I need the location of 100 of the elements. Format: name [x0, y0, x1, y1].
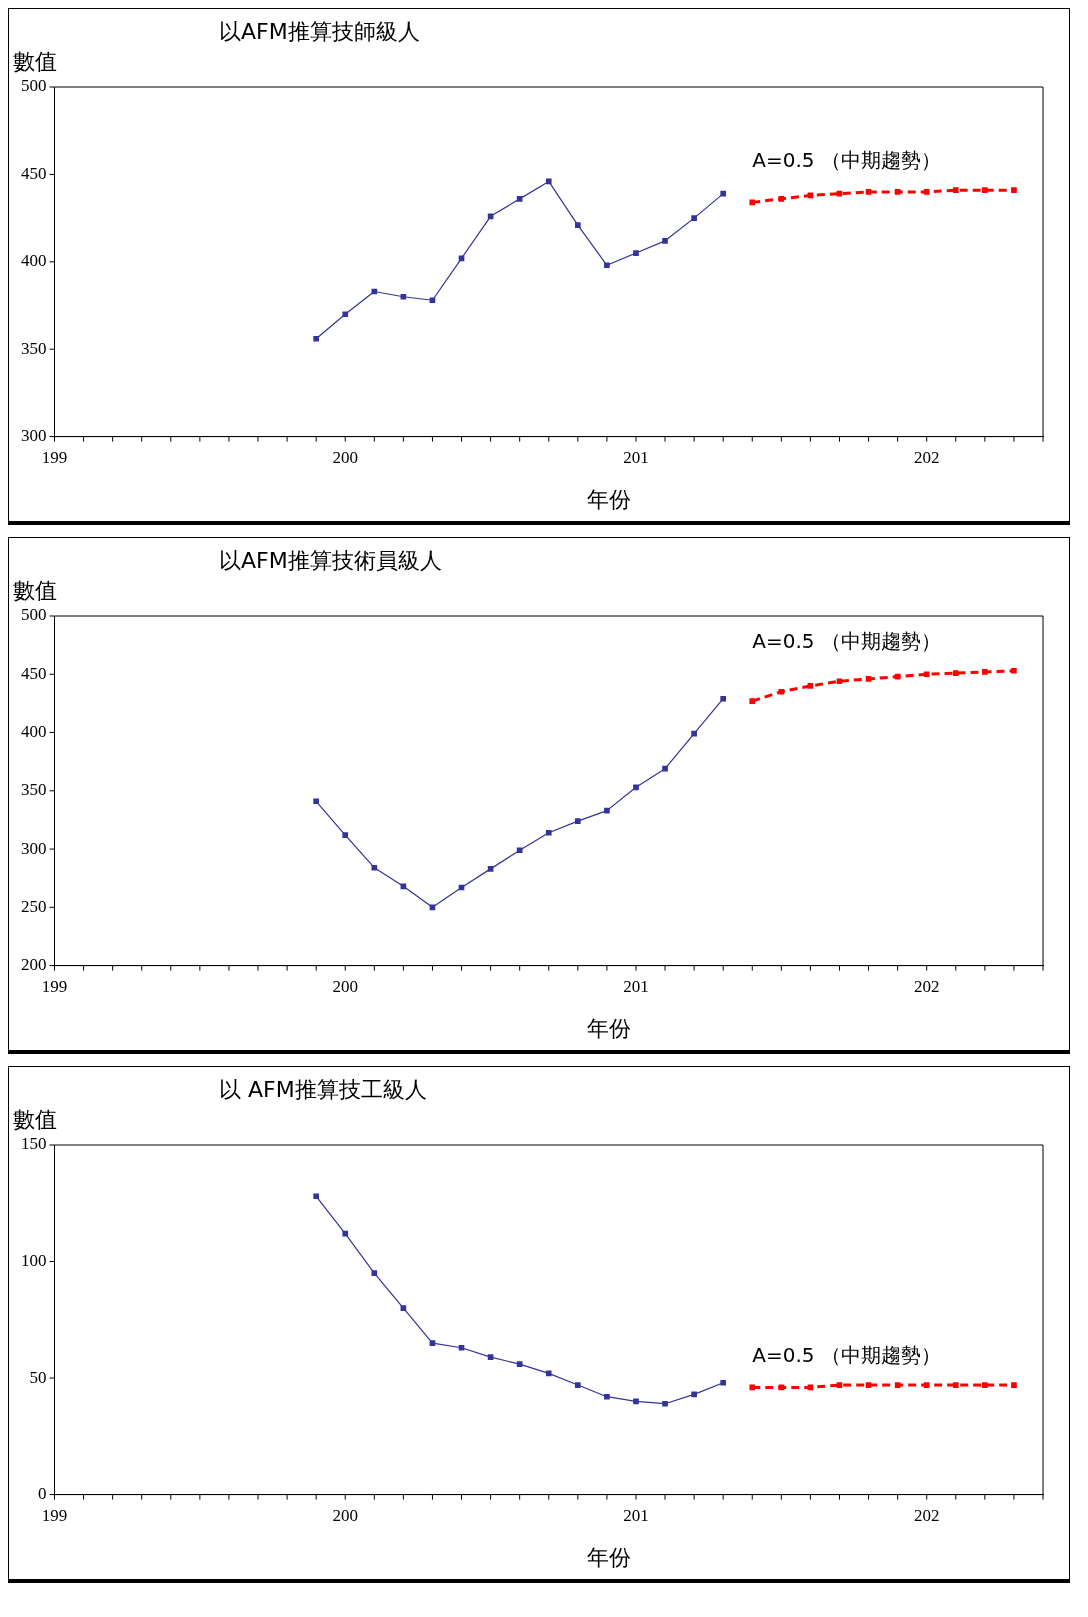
x-tick-label: 199	[41, 448, 68, 468]
point	[1011, 667, 1017, 674]
point	[865, 1382, 872, 1388]
point	[575, 818, 581, 824]
point	[1011, 187, 1017, 193]
point	[575, 1382, 581, 1388]
y-tick-label: 500	[21, 76, 47, 96]
point	[429, 1340, 436, 1346]
point	[371, 288, 378, 295]
point	[342, 311, 349, 318]
point	[923, 189, 930, 195]
point	[982, 669, 988, 675]
point	[487, 866, 494, 872]
y-tick-label: 50	[29, 1367, 47, 1387]
point	[487, 1354, 494, 1360]
point	[662, 765, 668, 772]
point	[458, 1344, 465, 1351]
x-tick-label: 201	[623, 448, 649, 468]
point	[952, 1382, 959, 1388]
point	[894, 1382, 901, 1388]
point	[342, 1230, 349, 1237]
x-axis-title: 年份	[586, 486, 631, 512]
point	[633, 250, 639, 256]
y-tick-label: 100	[21, 1251, 47, 1270]
point	[982, 1382, 988, 1388]
x-tick-label: 201	[623, 1506, 649, 1526]
x-axis-title: 年份	[586, 1015, 631, 1041]
point	[371, 864, 378, 871]
y-axis-title: 數值	[13, 49, 57, 74]
point	[691, 730, 697, 737]
chart-title: 以AFM推算技師級人	[219, 19, 420, 44]
y-tick-label: 500	[21, 605, 47, 625]
point	[633, 784, 639, 791]
point	[952, 670, 959, 676]
point	[691, 1391, 697, 1398]
y-tick-label: 450	[21, 663, 47, 683]
x-tick-label: 202	[913, 977, 940, 997]
point	[604, 1393, 610, 1400]
point	[836, 678, 843, 685]
x-tick-label: 200	[332, 977, 358, 997]
point	[545, 829, 552, 836]
point	[313, 335, 319, 342]
y-tick-label: 300	[21, 426, 47, 446]
point	[516, 847, 523, 854]
point	[720, 695, 727, 702]
y-axis-title: 數值	[13, 578, 57, 603]
point	[313, 1193, 319, 1200]
chart-title: 以 AFM推算技工級人	[219, 1077, 427, 1102]
x-tick-label: 199	[41, 1506, 68, 1526]
point	[458, 255, 465, 262]
point	[575, 222, 581, 228]
point	[923, 1382, 930, 1388]
point	[982, 187, 988, 193]
y-tick-label: 450	[21, 163, 47, 183]
point	[749, 1384, 756, 1391]
point	[807, 683, 814, 689]
point	[865, 676, 872, 682]
annotation: A=0.5 （中期趨勢）	[752, 1343, 941, 1368]
x-axis-title: 年份	[586, 1544, 631, 1570]
point	[720, 190, 727, 197]
point	[778, 688, 785, 695]
point	[313, 798, 319, 805]
point	[516, 196, 523, 202]
y-tick-label: 400	[21, 251, 47, 271]
point	[749, 698, 756, 704]
y-tick-label: 350	[21, 780, 47, 800]
point	[516, 1361, 523, 1367]
point	[865, 189, 872, 195]
point	[429, 297, 436, 304]
chart-title: 以AFM推算技術員級人	[219, 548, 442, 573]
point	[691, 215, 697, 221]
point	[662, 1400, 668, 1407]
point	[342, 832, 349, 838]
y-tick-label: 400	[21, 722, 47, 741]
y-axis-title: 數值	[13, 1107, 57, 1132]
annotation: A=0.5 （中期趨勢）	[752, 148, 941, 173]
point	[633, 1398, 639, 1405]
point	[923, 671, 930, 678]
x-tick-label: 200	[332, 448, 358, 468]
y-tick-label: 200	[21, 955, 47, 975]
y-tick-label: 0	[38, 1484, 47, 1504]
point	[778, 196, 785, 202]
y-tick-label: 250	[21, 896, 47, 916]
point	[894, 189, 901, 195]
y-tick-label: 150	[21, 1134, 47, 1154]
x-tick-label: 202	[913, 448, 940, 468]
point	[662, 238, 668, 244]
point	[720, 1379, 727, 1386]
y-tick-label: 350	[21, 338, 47, 358]
point	[952, 187, 959, 193]
point	[836, 1382, 843, 1388]
annotation: A=0.5 （中期趨勢）	[752, 628, 941, 653]
point	[371, 1270, 378, 1277]
point	[545, 178, 552, 185]
point	[400, 1305, 407, 1311]
point	[1011, 1382, 1017, 1388]
point	[749, 199, 756, 206]
point	[545, 1370, 552, 1377]
y-tick-label: 300	[21, 838, 47, 858]
x-tick-label: 201	[623, 977, 649, 997]
